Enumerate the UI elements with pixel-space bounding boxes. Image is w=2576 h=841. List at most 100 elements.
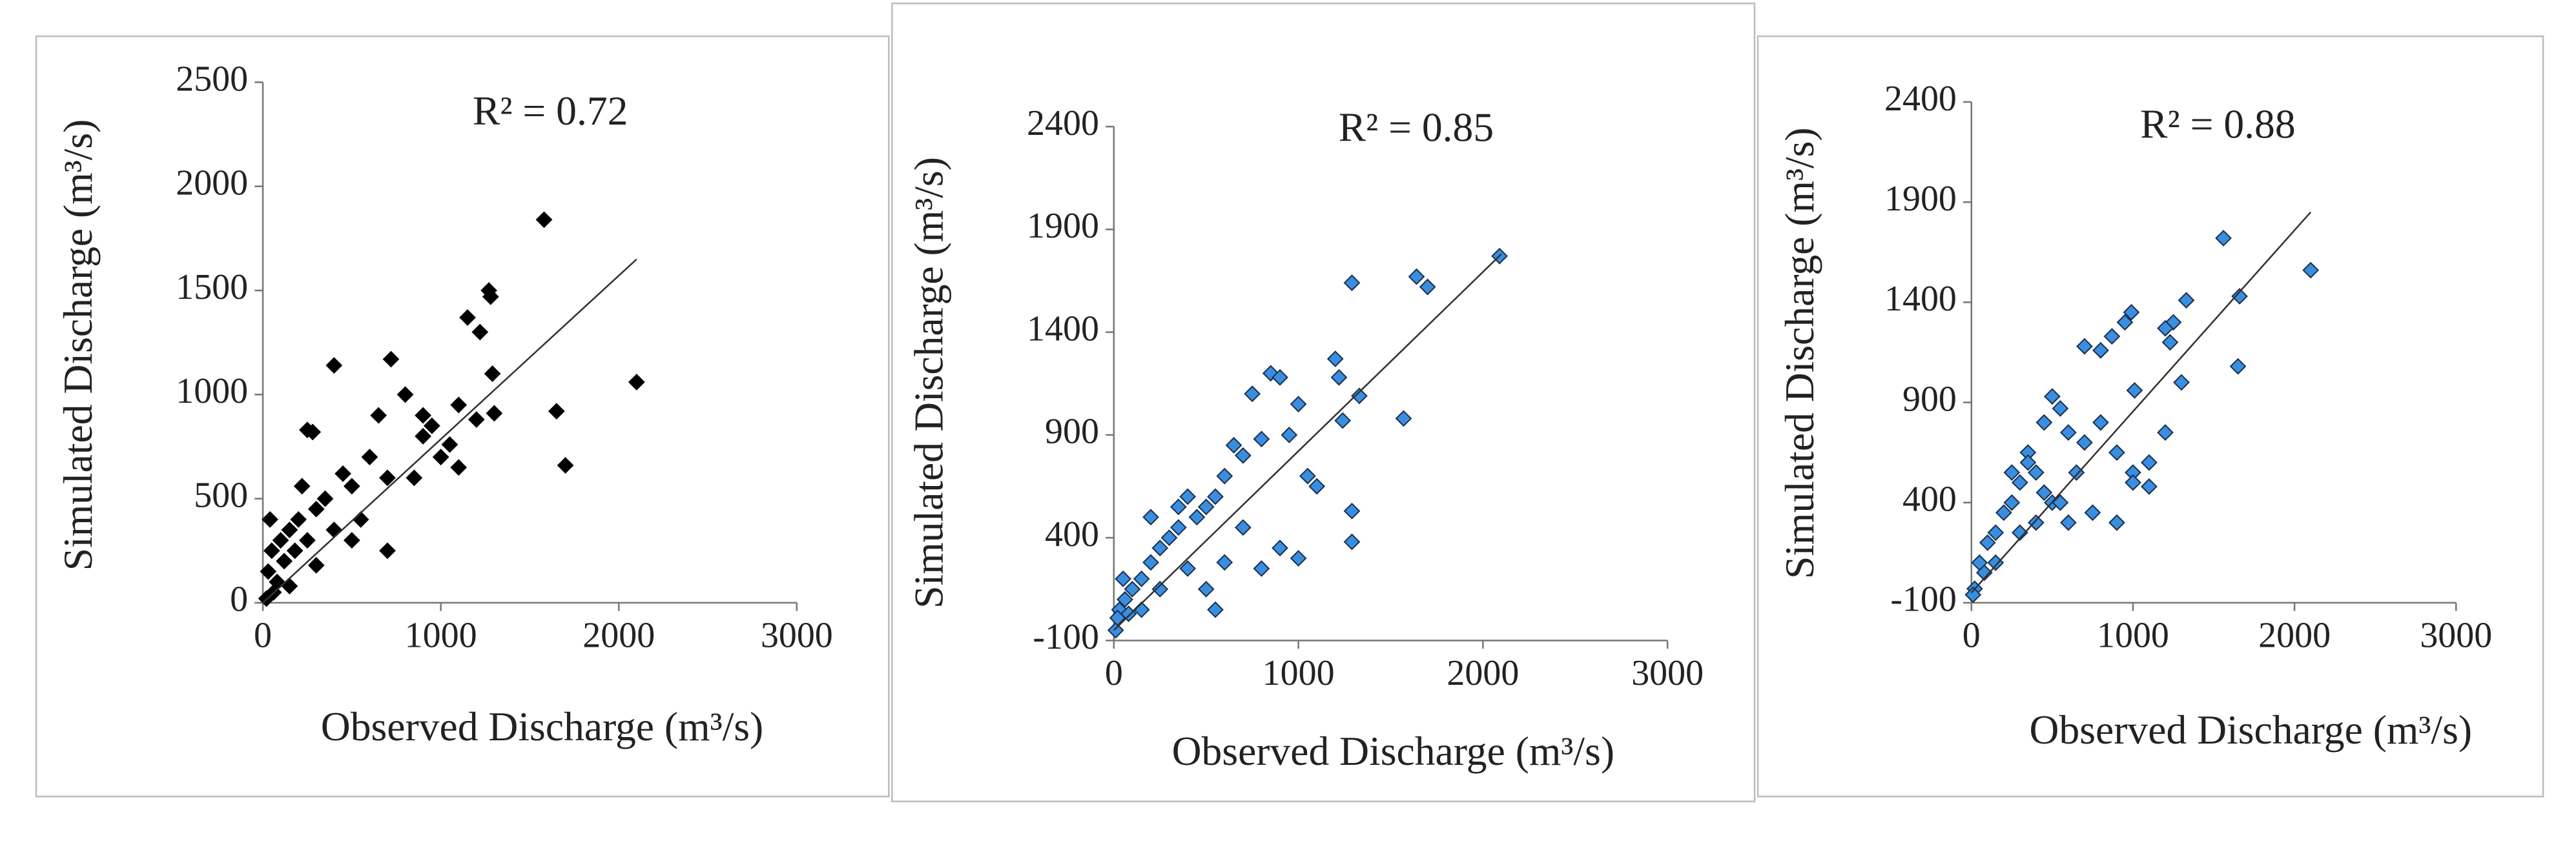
x-tick-label: 1000	[405, 616, 477, 656]
y-tick-label: 500	[194, 475, 248, 515]
data-point	[2011, 474, 2028, 491]
annotation: R² = 0.85	[1339, 104, 1494, 150]
data-point	[1115, 570, 1132, 587]
data-point	[1207, 601, 1224, 618]
data-point	[1142, 554, 1159, 571]
data-point	[299, 532, 316, 549]
data-point	[1330, 369, 1348, 386]
trendline	[262, 258, 637, 603]
data-point	[1216, 554, 1233, 571]
data-point	[1987, 524, 2004, 542]
trendline	[1113, 253, 1502, 631]
data-point	[557, 457, 574, 474]
data-point	[2019, 454, 2037, 471]
x-tick-label: 2000	[1447, 653, 1519, 693]
data-point	[2231, 288, 2248, 305]
data-point	[1343, 502, 1361, 520]
data-point	[1326, 350, 1344, 367]
data-point	[2157, 319, 2174, 337]
data-point	[299, 421, 316, 439]
data-point	[2103, 328, 2121, 345]
y-tick-label: 1900	[1027, 206, 1099, 246]
data-point	[1197, 580, 1215, 598]
x-tick-label: 0	[254, 616, 272, 656]
data-point	[2173, 374, 2190, 391]
data-point	[2035, 414, 2053, 431]
data-point	[2084, 504, 2101, 522]
data-point	[2092, 341, 2109, 359]
data-point	[343, 532, 360, 549]
data-point	[1395, 410, 1412, 427]
x-axis-label: Observed Discharge (m³/s)	[2030, 707, 2472, 753]
data-point	[1133, 570, 1150, 587]
data-point	[1216, 467, 1233, 485]
data-point	[1225, 436, 1242, 454]
data-point	[406, 469, 423, 487]
data-point	[1419, 278, 1436, 296]
data-point	[286, 542, 304, 560]
panel-frame	[35, 35, 890, 798]
data-point	[450, 459, 468, 476]
data-point	[260, 563, 277, 580]
y-tick-label: 2000	[176, 163, 248, 203]
data-point	[2035, 484, 2053, 502]
data-point	[1290, 396, 1307, 412]
x-tick-label: 0	[1963, 616, 1981, 656]
y-tick-label: 1400	[1884, 279, 1957, 319]
data-point	[450, 396, 468, 414]
data-point	[415, 427, 431, 445]
x-tick-label: 1000	[1262, 653, 1335, 693]
y-axis-label: Simulated Discharge (m³/s)	[906, 157, 952, 609]
y-tick-label: 0	[230, 580, 248, 620]
data-point	[382, 350, 400, 368]
data-point	[316, 490, 334, 507]
x-tick-label: 3000	[1631, 653, 1704, 693]
data-point	[2161, 334, 2179, 351]
data-point	[2116, 314, 2134, 331]
x-tick-label: 3000	[761, 616, 833, 656]
x-tick-label: 0	[1105, 653, 1123, 693]
data-point	[335, 465, 351, 482]
y-tick-label: 1000	[176, 371, 248, 411]
data-point	[2027, 514, 2045, 531]
data-point	[1343, 274, 1361, 292]
data-point	[272, 532, 289, 549]
data-point	[2141, 478, 2158, 495]
data-point	[548, 403, 565, 420]
data-point	[1253, 560, 1270, 577]
data-point	[361, 449, 378, 465]
data-point	[468, 411, 485, 428]
data-point	[343, 478, 360, 495]
data-point	[2092, 414, 2109, 431]
y-tick-label: 1900	[1884, 179, 1957, 219]
data-point	[2126, 382, 2143, 399]
data-point	[2052, 494, 2069, 511]
x-axis-label: Observed Discharge (m³/s)	[321, 704, 763, 749]
data-point	[535, 211, 553, 228]
y-tick-label: 900	[1045, 412, 1099, 452]
data-point	[290, 511, 307, 528]
data-point	[1334, 412, 1352, 429]
data-point	[2076, 434, 2093, 451]
annotation: R² = 0.88	[2140, 101, 2295, 147]
data-point	[379, 469, 396, 487]
y-tick-label: 2400	[1027, 103, 1099, 143]
data-point	[484, 365, 501, 382]
panel-frame	[891, 3, 1756, 802]
data-point	[1299, 467, 1316, 485]
data-point	[1308, 478, 1326, 495]
annotation: R² = 0.72	[473, 88, 628, 134]
data-point	[1979, 534, 1996, 551]
data-point	[397, 386, 414, 403]
data-point	[1253, 431, 1270, 448]
data-point	[1124, 580, 1141, 598]
data-point	[1995, 504, 2012, 522]
data-point	[1272, 540, 1288, 556]
data-point	[2123, 303, 2140, 321]
data-point	[1151, 540, 1169, 556]
data-point	[307, 556, 325, 574]
x-tick-label: 2000	[2258, 616, 2331, 656]
data-point	[1170, 519, 1187, 536]
data-point	[1160, 529, 1178, 547]
data-point	[1234, 519, 1252, 536]
